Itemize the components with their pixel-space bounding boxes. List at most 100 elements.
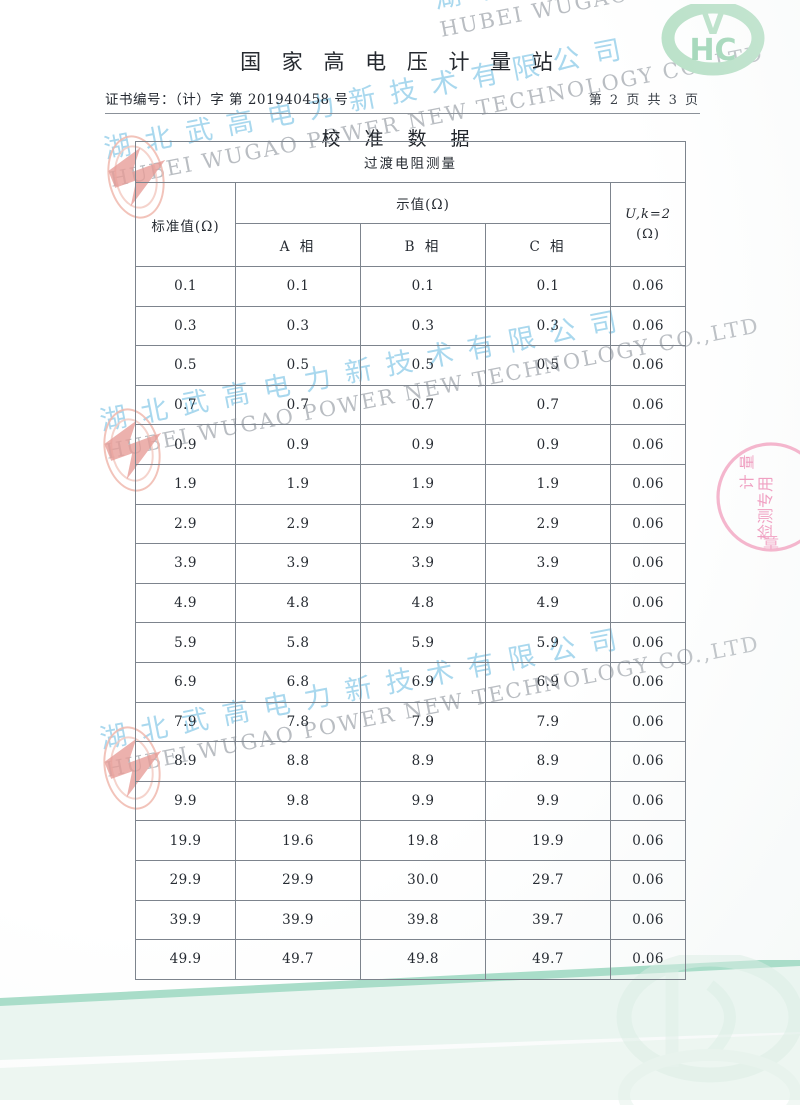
cell-phase-a-value: 39.9 (235, 899, 361, 941)
calibration-table-body: 0.1 0.1 0.1 0.1 0.06 0.3 0.3 0.3 0.3 0.06 0.5 0.5 0.… (135, 266, 687, 980)
cell-phase-a-value: 4.8 (235, 582, 361, 624)
cell-uncertainty-value: 0.06 (609, 345, 687, 386)
cell-phase-c-value: 5.9 (485, 622, 611, 663)
seal-text-bottom: 章 (763, 533, 779, 552)
certificate-line: 证书编号：（计）字 第 201940458 号 第 2 页 共 3 页 (105, 88, 700, 114)
cell-phase-b-value: 0.3 (360, 305, 486, 347)
cell-phase-a-value: 0.5 (235, 345, 361, 386)
cell-phase-c-value: 6.9 (485, 661, 611, 703)
cell-phase-c-value: 8.9 (485, 741, 611, 782)
cell-phase-a-value: 2.9 (235, 503, 361, 545)
cell-uncertainty-value: 0.06 (609, 266, 687, 307)
cell-standard-value: 3.9 (135, 543, 236, 584)
cell-phase-a-value: 29.9 (235, 859, 361, 901)
cell-phase-b-value: 30.0 (360, 859, 486, 901)
table-row: 5.9 5.8 5.9 5.9 0.06 (135, 622, 687, 663)
cell-phase-b-value: 0.9 (360, 424, 486, 465)
table-row: 39.9 39.9 39.8 39.7 0.06 (135, 899, 687, 941)
cell-phase-b-value: 1.9 (360, 463, 486, 505)
cell-phase-b-value: 49.8 (360, 939, 486, 980)
cell-standard-value: 0.1 (135, 266, 236, 307)
cell-standard-value: 29.9 (135, 859, 236, 901)
table-row: 9.9 9.8 9.9 9.9 0.06 (135, 780, 687, 822)
cell-phase-c-value: 1.9 (485, 463, 611, 505)
table-row: 19.9 19.6 19.8 19.9 0.06 (135, 820, 687, 861)
table-row: 4.9 4.8 4.8 4.9 0.06 (135, 582, 687, 624)
inspection-seal: 计 量 检测专用 章 (716, 442, 800, 552)
cell-standard-value: 2.9 (135, 503, 236, 545)
cell-phase-a-value: 3.9 (235, 543, 361, 584)
table-row: 3.9 3.9 3.9 3.9 0.06 (135, 543, 687, 584)
cell-standard-value: 4.9 (135, 582, 236, 624)
header-uncertainty-line2: (Ω) (636, 226, 660, 242)
table-row: 49.9 49.7 49.8 49.7 0.06 (135, 939, 687, 980)
cell-phase-b-value: 6.9 (360, 661, 486, 703)
cell-phase-b-value: 19.8 (360, 820, 486, 861)
cell-uncertainty-value: 0.06 (609, 899, 687, 941)
cell-phase-c-value: 39.7 (485, 899, 611, 941)
cell-phase-c-value: 19.9 (485, 820, 611, 861)
header-uncertainty-line1: U,k=2 (625, 207, 671, 222)
table-header-row-1: 标准值(Ω) 示值(Ω) U,k=2 (Ω) (135, 182, 687, 267)
cell-phase-c-value: 49.7 (485, 939, 611, 980)
cell-standard-value: 39.9 (135, 899, 236, 941)
cell-uncertainty-value: 0.06 (609, 543, 687, 584)
bottom-decorative-band (0, 960, 800, 1100)
cell-phase-a-value: 19.6 (235, 820, 361, 861)
cell-phase-c-value: 2.9 (485, 503, 611, 545)
table-subtitle-row: 过渡电阻测量 (134, 141, 687, 183)
header-phase-b: B 相 (360, 223, 486, 267)
cell-phase-a-value: 0.7 (235, 384, 361, 426)
cell-phase-a-value: 0.3 (235, 305, 361, 347)
table-row: 29.9 29.9 30.0 29.7 0.06 (135, 859, 687, 901)
cell-standard-value: 0.3 (135, 305, 236, 347)
cell-uncertainty-value: 0.06 (609, 859, 687, 901)
table-row: 0.1 0.1 0.1 0.1 0.06 (135, 266, 687, 307)
table-row: 8.9 8.8 8.9 8.9 0.06 (135, 741, 687, 782)
cell-uncertainty-value: 0.06 (609, 384, 687, 426)
header-uncertainty: U,k=2 (Ω) (609, 182, 687, 267)
table-row: 0.7 0.7 0.7 0.7 0.06 (135, 384, 687, 426)
certificate-number: 证书编号：（计）字 第 201940458 号 (105, 92, 349, 108)
cell-phase-c-value: 3.9 (485, 543, 611, 584)
cell-standard-value: 5.9 (135, 622, 236, 663)
cell-phase-a-value: 49.7 (235, 939, 361, 980)
header-standard-value: 标准值(Ω) (135, 182, 236, 267)
header-phase-c: C 相 (485, 223, 611, 267)
cell-phase-c-value: 0.9 (485, 424, 611, 465)
cell-phase-c-value: 7.9 (485, 701, 611, 743)
cell-uncertainty-value: 0.06 (609, 780, 687, 822)
calibration-data-table: 过渡电阻测量 标准值(Ω) 示值(Ω) U,k=2 (Ω) A 相 B 相 C … (134, 141, 687, 980)
cell-standard-value: 0.5 (135, 345, 236, 386)
cell-phase-b-value: 0.5 (360, 345, 486, 386)
cell-phase-b-value: 2.9 (360, 503, 486, 545)
cell-phase-c-value: 0.5 (485, 345, 611, 386)
header-indicated-value: 示值(Ω) (235, 182, 611, 224)
cell-standard-value: 0.7 (135, 384, 236, 426)
cell-phase-c-value: 0.7 (485, 384, 611, 426)
cell-uncertainty-value: 0.06 (609, 701, 687, 743)
cell-standard-value: 6.9 (135, 661, 236, 703)
cell-phase-c-value: 0.1 (485, 266, 611, 307)
table-row: 1.9 1.9 1.9 1.9 0.06 (135, 463, 687, 505)
cell-uncertainty-value: 0.06 (609, 424, 687, 465)
cell-phase-b-value: 9.9 (360, 780, 486, 822)
cell-uncertainty-value: 0.06 (609, 463, 687, 505)
cell-uncertainty-value: 0.06 (609, 741, 687, 782)
seal-text-mid: 检测专用 (756, 476, 775, 540)
cell-standard-value: 1.9 (135, 463, 236, 505)
table-row: 2.9 2.9 2.9 2.9 0.06 (135, 503, 687, 545)
cell-phase-c-value: 9.9 (485, 780, 611, 822)
cell-uncertainty-value: 0.06 (609, 661, 687, 703)
cell-phase-b-value: 0.1 (360, 266, 486, 307)
cell-phase-a-value: 8.8 (235, 741, 361, 782)
cell-phase-a-value: 0.1 (235, 266, 361, 307)
cell-phase-a-value: 0.9 (235, 424, 361, 465)
table-row: 0.3 0.3 0.3 0.3 0.06 (135, 305, 687, 347)
cell-phase-b-value: 7.9 (360, 701, 486, 743)
calibration-data-table-wrapper: 过渡电阻测量 标准值(Ω) 示值(Ω) U,k=2 (Ω) A 相 B 相 C … (134, 141, 687, 980)
header-phase-a: A 相 (235, 223, 361, 267)
table-row: 0.5 0.5 0.5 0.5 0.06 (135, 345, 687, 386)
cell-phase-c-value: 4.9 (485, 582, 611, 624)
cell-phase-a-value: 1.9 (235, 463, 361, 505)
